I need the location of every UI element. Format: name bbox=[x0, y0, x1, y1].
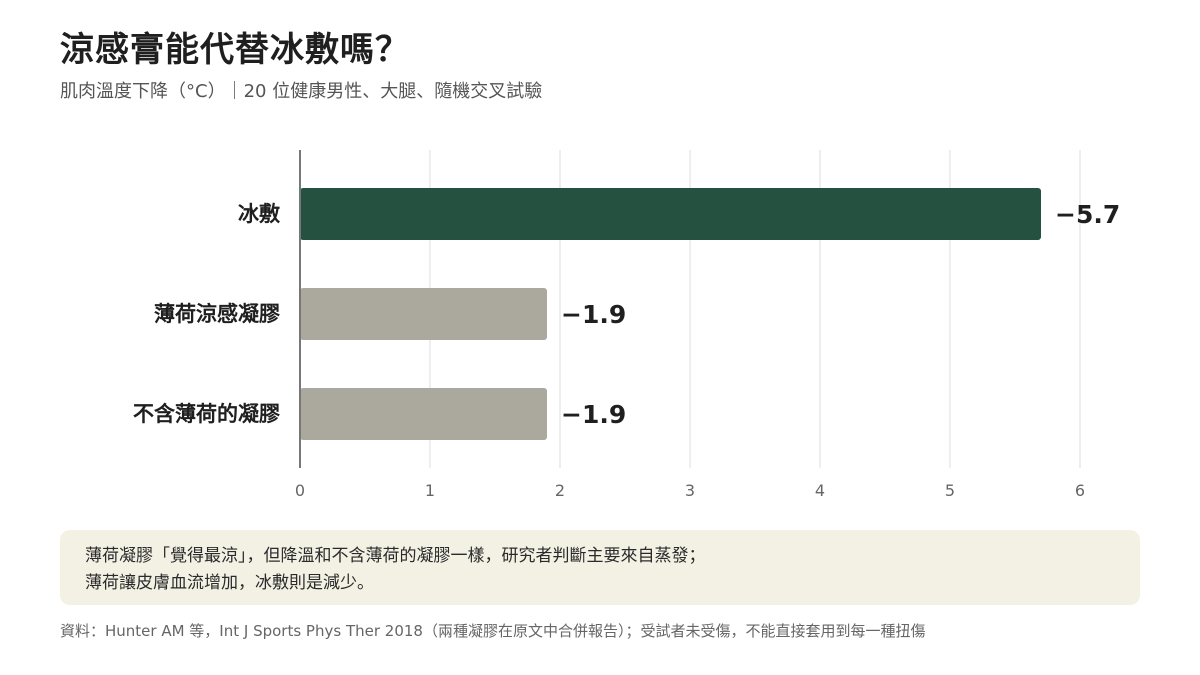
category-label: 冰敷 bbox=[238, 202, 281, 226]
bar bbox=[300, 288, 547, 340]
data-label: −1.9 bbox=[561, 400, 626, 429]
x-tick-label: 1 bbox=[425, 481, 435, 500]
x-tick-label: 2 bbox=[555, 481, 565, 500]
category-label: 不含薄荷的凝膠 bbox=[133, 402, 280, 426]
x-tick-label: 5 bbox=[945, 481, 955, 500]
data-label: −1.9 bbox=[561, 300, 626, 329]
bar-chart: 0 1 2 3 4 5 6 冰敷 −5.7 薄荷涼感凝膠 −1.9 不含薄荷的凝膠 −1.9 bbox=[133, 150, 1120, 500]
bars bbox=[300, 188, 1041, 440]
x-tick-label: 0 bbox=[295, 481, 305, 500]
data-label: −5.7 bbox=[1055, 200, 1120, 229]
note-line-1: 薄荷凝膠「覺得最涼」，但降溫和不含薄荷的凝膠一樣，研究者判斷主要來自蒸發； bbox=[85, 546, 706, 566]
bar bbox=[300, 188, 1041, 240]
category-label: 薄荷涼感凝膠 bbox=[154, 302, 280, 326]
chart-title: 涼感膏能代替冰敷嗎？ bbox=[60, 30, 410, 70]
x-tick-label: 4 bbox=[815, 481, 825, 500]
source-note: 資料：Hunter AM 等，Int J Sports Phys Ther 20… bbox=[60, 622, 926, 640]
labels: 0 1 2 3 4 5 6 冰敷 −5.7 薄荷涼感凝膠 −1.9 不含薄荷的凝膠 −1.9 bbox=[133, 200, 1120, 500]
bar bbox=[300, 388, 547, 440]
note-line-2: 薄荷讓皮膚血流增加，冰敷則是減少。 bbox=[85, 573, 374, 593]
chart-subtitle: 肌肉溫度下降（°C）｜20 位健康男性、大腿、隨機交叉試驗 bbox=[60, 81, 543, 102]
note-box: 薄荷凝膠「覺得最涼」，但降溫和不含薄荷的凝膠一樣，研究者判斷主要來自蒸發； 薄荷… bbox=[60, 530, 1140, 605]
x-tick-label: 3 bbox=[685, 481, 695, 500]
x-tick-label: 6 bbox=[1075, 481, 1085, 500]
